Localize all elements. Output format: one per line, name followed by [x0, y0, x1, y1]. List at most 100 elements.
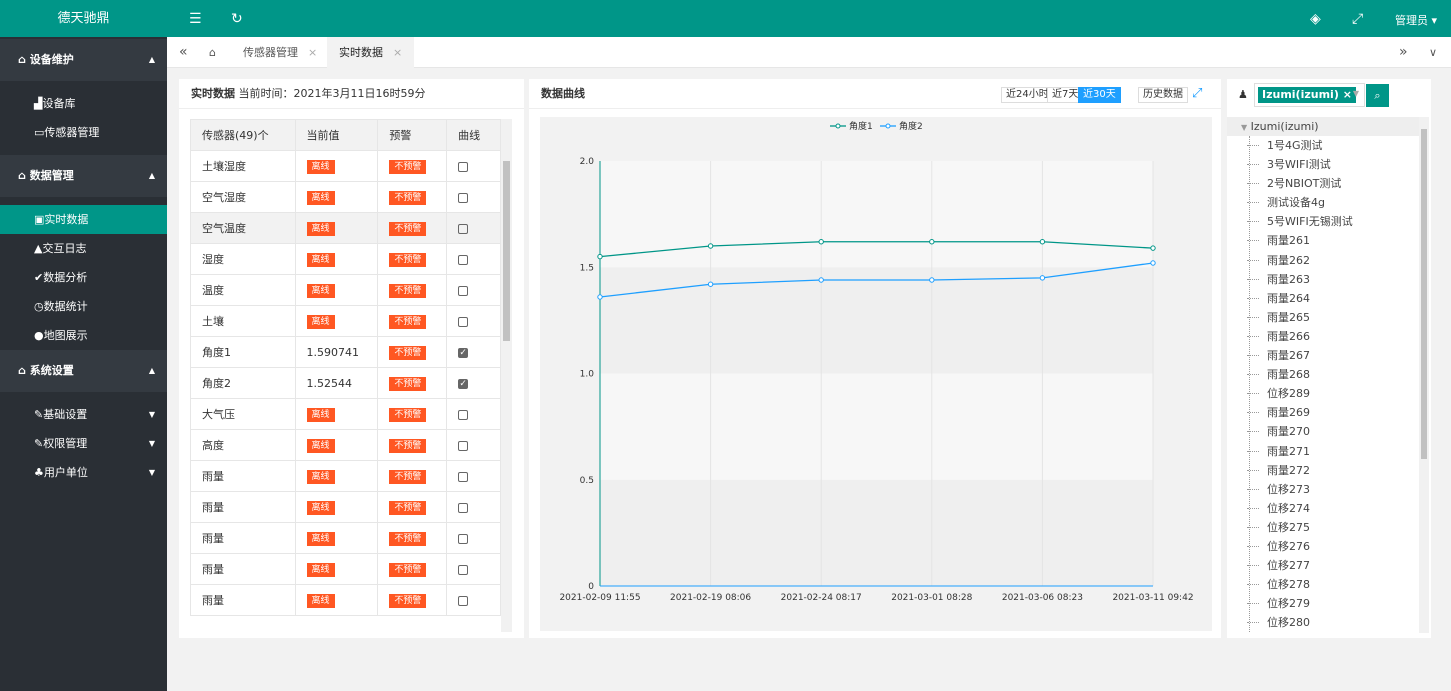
tab-realtime[interactable]: 实时数据 ×: [327, 37, 415, 68]
offline-badge: 离线: [306, 314, 335, 329]
data-point: [597, 253, 603, 260]
curve-checkbox[interactable]: [458, 161, 469, 172]
tree-root[interactable]: ▼ Izumi(izumi): [1227, 117, 1419, 136]
tree-node[interactable]: 雨量268: [1227, 365, 1419, 384]
table-row: 角度1 1.590741 不预警 ✓: [190, 336, 501, 368]
nav-item[interactable]: ✔数据分析: [34, 271, 88, 284]
tree-node[interactable]: 雨量261: [1227, 231, 1419, 250]
sensor-table: 传感器(49)个 当前值 预警 曲线 土壤湿度 离线 不预警 空气湿度 离线 不预警 空气温…: [190, 119, 501, 616]
nav-item[interactable]: ✎权限管理 ▼: [34, 437, 155, 450]
value-cell: 离线: [294, 584, 379, 616]
offline-badge: 离线: [306, 159, 335, 174]
offline-badge: 离线: [306, 190, 335, 205]
tree-node[interactable]: 位移273: [1227, 480, 1419, 499]
tabs-scroll-left-icon[interactable]: «: [179, 44, 188, 60]
curve-checkbox[interactable]: [458, 254, 469, 265]
nav-item[interactable]: ●地图展示: [34, 329, 88, 342]
alarm-cell: 不预警: [377, 429, 448, 461]
sensor-name: 温度: [190, 274, 296, 306]
tabs-dropdown-icon[interactable]: ∨: [1429, 46, 1438, 59]
tab-sensor-manage[interactable]: 传感器管理 ×: [243, 46, 318, 59]
curve-checkbox[interactable]: [458, 223, 469, 234]
tree-scrollbar[interactable]: [1419, 117, 1429, 633]
tree-node[interactable]: 雨量270: [1227, 422, 1419, 441]
fullscreen-icon[interactable]: ⤢: [1352, 11, 1364, 27]
tree-node[interactable]: 位移274: [1227, 499, 1419, 518]
value-cell: 离线: [294, 460, 379, 492]
alarm-cell: 不预警: [377, 212, 448, 244]
tree-node[interactable]: 雨量266: [1227, 327, 1419, 346]
curve-checkbox[interactable]: [458, 502, 469, 513]
table-row: 温度 离线 不预警: [190, 274, 501, 306]
grid-band: [600, 267, 1153, 374]
curve-checkbox[interactable]: [458, 595, 469, 606]
curve-checkbox[interactable]: ✓: [458, 347, 469, 358]
tree-node[interactable]: 5号WIFI无锡测试: [1227, 212, 1419, 231]
curve-checkbox[interactable]: [458, 192, 469, 203]
expand-icon[interactable]: ⤢: [1192, 86, 1203, 101]
tree-node[interactable]: 位移277: [1227, 556, 1419, 575]
tree-node[interactable]: 2号NBIOT测试: [1227, 174, 1419, 193]
tabs-scroll-right-icon[interactable]: »: [1399, 44, 1408, 60]
data-point: [1039, 239, 1046, 245]
alarm-cell: 不预警: [377, 243, 448, 275]
current-value: 1.52544: [306, 376, 353, 390]
tree-node[interactable]: 雨量267: [1227, 346, 1419, 365]
user-icon: ♟: [1238, 88, 1248, 101]
nav-item[interactable]: ◷数据统计: [34, 300, 88, 313]
device-select[interactable]: Izumi(izumi) × ▼: [1254, 83, 1365, 107]
curve-checkbox[interactable]: [458, 564, 469, 575]
value-cell: 离线: [294, 212, 379, 244]
tree-node[interactable]: 位移289: [1227, 384, 1419, 403]
tree-node[interactable]: 雨量263: [1227, 270, 1419, 289]
tree-node[interactable]: 位移276: [1227, 537, 1419, 556]
nav-item[interactable]: ▟设备库: [34, 97, 76, 110]
tree-node[interactable]: 测试设备4g: [1227, 193, 1419, 212]
tree-node[interactable]: 位移279: [1227, 594, 1419, 613]
table-scrollbar[interactable]: [501, 119, 512, 632]
curve-checkbox[interactable]: ✓: [458, 378, 469, 389]
curve-checkbox[interactable]: [458, 471, 469, 482]
range-30d-button[interactable]: 近30天: [1078, 87, 1121, 103]
tree-node[interactable]: 雨量262: [1227, 251, 1419, 270]
nav-item[interactable]: ▲交互日志: [34, 242, 87, 255]
home-tab-icon[interactable]: ⌂: [209, 46, 216, 59]
menu-toggle-icon[interactable]: ☰: [189, 11, 202, 27]
data-point: [818, 277, 824, 283]
tree-node[interactable]: 3号WIFI测试: [1227, 155, 1419, 174]
history-button[interactable]: 历史数据: [1138, 87, 1188, 103]
nav-group-device[interactable]: ⌂ 设备维护 ▲: [0, 39, 167, 81]
data-point: [818, 239, 824, 245]
range-24h-button[interactable]: 近24小时: [1001, 87, 1054, 103]
tree-node[interactable]: 1号4G测试: [1227, 136, 1419, 155]
nav-item[interactable]: ✎基础设置 ▼: [34, 408, 155, 421]
search-button[interactable]: ⌕: [1366, 84, 1389, 107]
value-cell: 离线: [294, 429, 379, 461]
tree-node[interactable]: 雨量269: [1227, 403, 1419, 422]
tree-node[interactable]: 位移280: [1227, 613, 1419, 632]
curve-cell: ✓: [446, 367, 501, 399]
nav-item[interactable]: ▭传感器管理: [34, 126, 100, 139]
tree-node[interactable]: 雨量265: [1227, 308, 1419, 327]
curve-checkbox[interactable]: [458, 285, 469, 296]
nav-group-data[interactable]: ⌂ 数据管理 ▲: [0, 155, 167, 197]
tree-node[interactable]: 雨量271: [1227, 442, 1419, 461]
sensor-name: 土壤湿度: [190, 150, 296, 182]
curve-checkbox[interactable]: [458, 440, 469, 451]
tree-node[interactable]: 位移278: [1227, 575, 1419, 594]
offline-badge: 离线: [306, 252, 335, 267]
sensor-name: 角度2: [190, 367, 296, 399]
user-menu[interactable]: 管理员 ▾: [1395, 14, 1438, 27]
nav-item-active[interactable]: ▣实时数据: [0, 205, 167, 234]
refresh-icon[interactable]: ↻: [231, 11, 243, 27]
nav-item[interactable]: ♣用户单位 ▼: [34, 466, 155, 479]
curve-checkbox[interactable]: [458, 409, 469, 420]
curve-checkbox[interactable]: [458, 316, 469, 327]
curve-checkbox[interactable]: [458, 533, 469, 544]
tree-node[interactable]: 雨量264: [1227, 289, 1419, 308]
tree-node[interactable]: 位移275: [1227, 518, 1419, 537]
tree-node[interactable]: 雨量272: [1227, 461, 1419, 480]
tag-icon[interactable]: ◈: [1310, 11, 1321, 27]
nav-group-system[interactable]: ⌂ 系统设置 ▲: [0, 350, 167, 392]
x-tick-label: 2021-02-24 08:17: [781, 593, 862, 603]
